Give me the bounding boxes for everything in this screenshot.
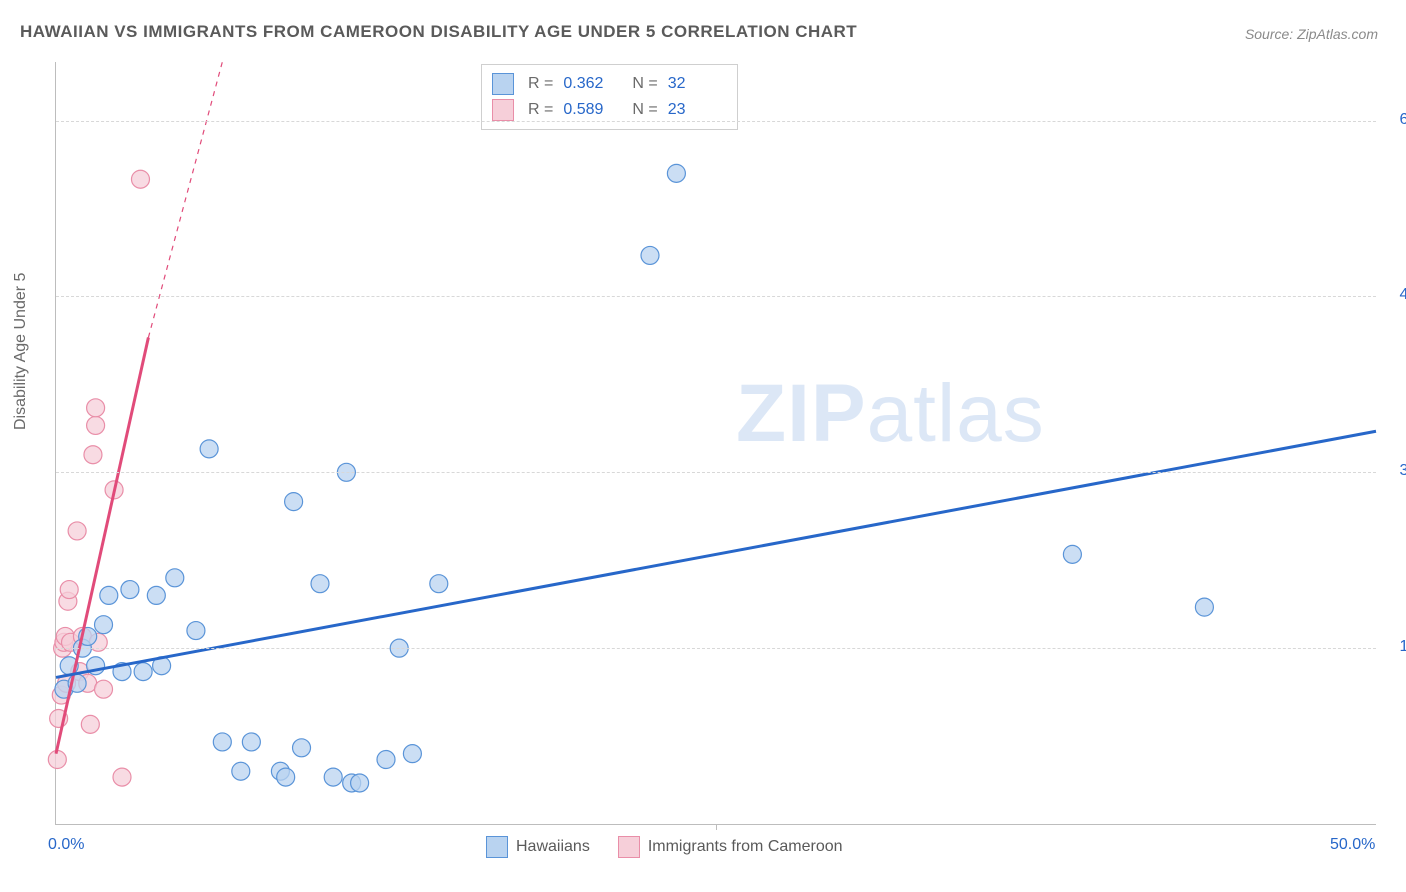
n-value-cameroon: 23 bbox=[668, 101, 723, 119]
n-value-hawaiians: 32 bbox=[668, 75, 723, 93]
legend-item-hawaiians: Hawaiians bbox=[486, 836, 590, 858]
r-value-cameroon: 0.589 bbox=[563, 101, 618, 119]
gridline bbox=[56, 648, 1376, 649]
stats-row-hawaiians: R = 0.362 N = 32 bbox=[492, 71, 723, 97]
y-tick-label: 6.0% bbox=[1386, 111, 1406, 129]
x-tick-label: 0.0% bbox=[48, 836, 84, 854]
chart-legend: Hawaiians Immigrants from Cameroon bbox=[486, 836, 843, 858]
r-value-hawaiians: 0.362 bbox=[563, 75, 618, 93]
y-axis-label: Disability Age Under 5 bbox=[12, 273, 30, 430]
legend-swatch-cameroon bbox=[618, 836, 640, 858]
swatch-cameroon bbox=[492, 99, 514, 121]
chart-svg bbox=[56, 62, 1376, 824]
chart-title: HAWAIIAN VS IMMIGRANTS FROM CAMEROON DIS… bbox=[20, 22, 857, 42]
legend-label-hawaiians: Hawaiians bbox=[516, 838, 590, 856]
source-attribution: Source: ZipAtlas.com bbox=[1245, 26, 1378, 42]
n-label: N = bbox=[632, 75, 657, 93]
gridline bbox=[56, 472, 1376, 473]
legend-swatch-hawaiians bbox=[486, 836, 508, 858]
x-tick-mark bbox=[716, 824, 717, 830]
y-tick-label: 3.0% bbox=[1386, 462, 1406, 480]
n-label: N = bbox=[632, 101, 657, 119]
plot-area: ZIPatlas R = 0.362 N = 32 R = 0.589 N = … bbox=[55, 62, 1376, 825]
y-tick-label: 1.5% bbox=[1386, 638, 1406, 656]
gridline bbox=[56, 296, 1376, 297]
gridline bbox=[56, 121, 1376, 122]
r-label: R = bbox=[528, 75, 553, 93]
stats-row-cameroon: R = 0.589 N = 23 bbox=[492, 97, 723, 123]
y-tick-label: 4.5% bbox=[1386, 286, 1406, 304]
x-tick-label: 50.0% bbox=[1330, 836, 1375, 854]
legend-item-cameroon: Immigrants from Cameroon bbox=[618, 836, 843, 858]
legend-label-cameroon: Immigrants from Cameroon bbox=[648, 838, 843, 856]
r-label: R = bbox=[528, 101, 553, 119]
swatch-hawaiians bbox=[492, 73, 514, 95]
